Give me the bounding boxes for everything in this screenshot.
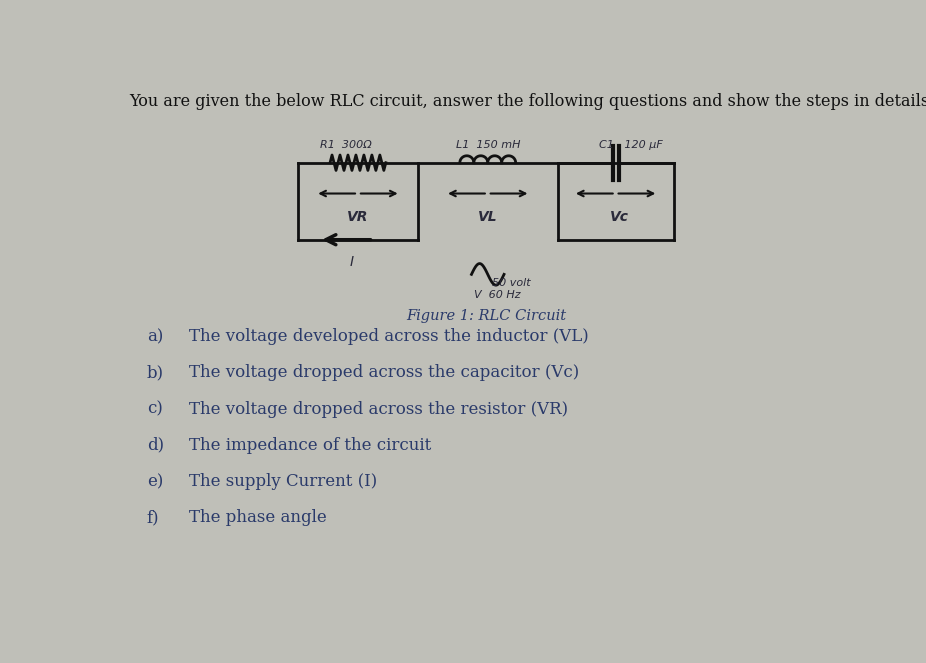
Text: b): b) xyxy=(146,365,164,381)
Text: The supply Current (I): The supply Current (I) xyxy=(190,473,378,490)
Text: f): f) xyxy=(146,509,159,526)
Text: a): a) xyxy=(146,328,163,345)
Text: VR: VR xyxy=(347,210,369,225)
Text: c): c) xyxy=(146,400,163,418)
Text: Vc: Vc xyxy=(610,210,629,225)
Text: R1  300Ω: R1 300Ω xyxy=(320,141,372,151)
Text: L1  150 mH: L1 150 mH xyxy=(456,141,520,151)
Text: The voltage dropped across the resistor (VR): The voltage dropped across the resistor … xyxy=(190,400,569,418)
Text: e): e) xyxy=(146,473,163,490)
Text: C1   120 μF: C1 120 μF xyxy=(599,141,663,151)
Text: VL: VL xyxy=(478,210,497,225)
Text: The impedance of the circuit: The impedance of the circuit xyxy=(190,437,432,454)
Text: The voltage developed across the inductor (VL): The voltage developed across the inducto… xyxy=(190,328,589,345)
Text: d): d) xyxy=(146,437,164,454)
Text: The phase angle: The phase angle xyxy=(190,509,327,526)
Text: You are given the below RLC circuit, answer the following questions and show the: You are given the below RLC circuit, ans… xyxy=(130,93,926,111)
Text: The voltage dropped across the capacitor (Vc): The voltage dropped across the capacitor… xyxy=(190,365,580,381)
Text: I: I xyxy=(350,255,354,269)
Text: 50 volt: 50 volt xyxy=(492,278,531,288)
Text: V  60 Hz: V 60 Hz xyxy=(474,290,520,300)
Text: Figure 1: RLC Circuit: Figure 1: RLC Circuit xyxy=(406,309,566,323)
